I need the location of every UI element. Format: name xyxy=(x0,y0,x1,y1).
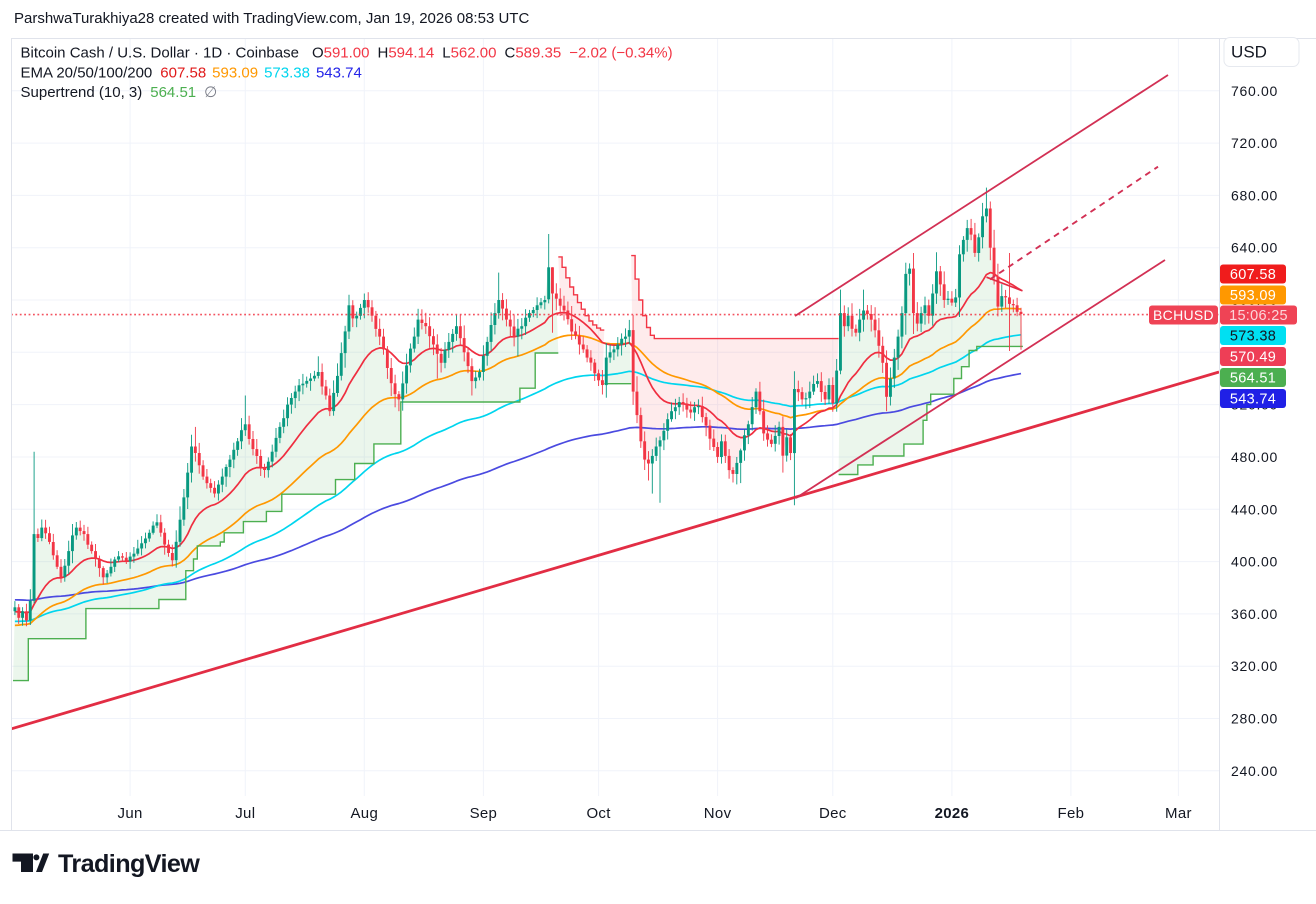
svg-text:ParshwaTurakhiya28 created wit: ParshwaTurakhiya28 created with TradingV… xyxy=(14,10,529,27)
svg-text:593.09: 593.09 xyxy=(1230,288,1276,304)
svg-text:760.00: 760.00 xyxy=(1231,83,1278,99)
svg-text:BCHUSD: BCHUSD xyxy=(1153,307,1214,323)
svg-text:360.00: 360.00 xyxy=(1231,606,1278,622)
svg-text:570.49: 570.49 xyxy=(1230,350,1276,366)
svg-text:Jun: Jun xyxy=(118,805,143,822)
svg-text:Oct: Oct xyxy=(586,805,611,822)
svg-text:400.00: 400.00 xyxy=(1231,554,1278,570)
svg-text:Aug: Aug xyxy=(351,805,379,822)
svg-text:TradingView: TradingView xyxy=(58,850,200,878)
svg-text:2026: 2026 xyxy=(935,805,970,822)
svg-text:Sep: Sep xyxy=(470,805,498,822)
svg-text:240.00: 240.00 xyxy=(1231,763,1278,779)
svg-text:Bitcoin Cash / U.S. Dollar · 1: Bitcoin Cash / U.S. Dollar · 1D · Coinba… xyxy=(21,45,673,62)
svg-text:280.00: 280.00 xyxy=(1231,711,1278,727)
svg-text:USD: USD xyxy=(1231,43,1267,62)
svg-text:15:06:25: 15:06:25 xyxy=(1229,308,1288,324)
svg-text:Supertrend (10, 3)564.51∅: Supertrend (10, 3) 564.51 ∅ xyxy=(21,84,218,101)
svg-text:564.51: 564.51 xyxy=(1230,371,1276,387)
svg-text:Jul: Jul xyxy=(235,805,255,822)
svg-text:Dec: Dec xyxy=(819,805,847,822)
svg-text:Feb: Feb xyxy=(1058,805,1085,822)
svg-text:480.00: 480.00 xyxy=(1231,449,1278,465)
svg-text:720.00: 720.00 xyxy=(1231,135,1278,151)
svg-text:Nov: Nov xyxy=(704,805,732,822)
svg-text:680.00: 680.00 xyxy=(1231,187,1278,203)
svg-text:607.58: 607.58 xyxy=(1230,267,1276,283)
svg-text:320.00: 320.00 xyxy=(1231,658,1278,674)
svg-text:Mar: Mar xyxy=(1165,805,1192,822)
svg-text:543.74: 543.74 xyxy=(1230,392,1276,408)
svg-text:440.00: 440.00 xyxy=(1231,501,1278,517)
svg-text:573.38: 573.38 xyxy=(1230,329,1276,345)
svg-text:640.00: 640.00 xyxy=(1231,240,1278,256)
